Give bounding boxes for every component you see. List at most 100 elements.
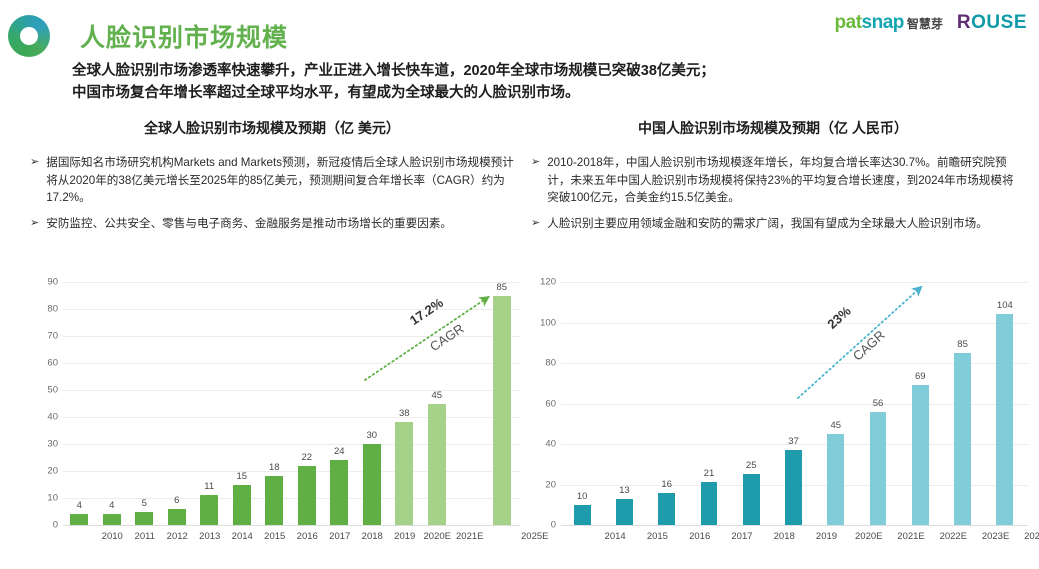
bar-value-label: 30 bbox=[366, 430, 378, 441]
x-axis-tick: 2017 bbox=[731, 531, 753, 542]
bar[interactable] bbox=[658, 492, 676, 525]
patsnap-logo-part1: pat bbox=[834, 12, 863, 33]
bar-item[interactable]: 104 bbox=[996, 282, 1014, 525]
bar[interactable] bbox=[167, 508, 186, 525]
bar-value-label: 6 bbox=[174, 494, 180, 506]
bar-value-label: 56 bbox=[872, 397, 884, 409]
bar-item[interactable]: 45 bbox=[427, 282, 446, 525]
bar[interactable] bbox=[232, 484, 251, 525]
bar-item[interactable]: 69 bbox=[911, 282, 929, 525]
bar[interactable] bbox=[102, 514, 121, 525]
lede-line-1: 全球人脸识别市场渗透率快速攀升，产业正进入增长快车道，2020年全球市场规模已突… bbox=[72, 63, 715, 79]
bar[interactable] bbox=[954, 352, 972, 525]
bar[interactable] bbox=[996, 314, 1014, 525]
bar[interactable] bbox=[573, 504, 591, 525]
gridline bbox=[561, 363, 1028, 364]
bar-item[interactable]: 38 bbox=[395, 282, 414, 525]
bar-value-label: 18 bbox=[268, 462, 280, 474]
bar-item[interactable]: 30 bbox=[362, 282, 381, 525]
bar[interactable] bbox=[742, 474, 760, 525]
gridline bbox=[63, 390, 520, 391]
panel-china-bullet-2: ➢ 人脸识别主要应用领域金融和安防的需求广阔，我国有望成为全球最大人脸识别市场。 bbox=[523, 215, 1023, 233]
bar-value-label: 69 bbox=[915, 371, 926, 383]
gridline bbox=[561, 322, 1028, 324]
bar-item[interactable]: 21 bbox=[700, 282, 718, 525]
bar-item[interactable]: 16 bbox=[658, 282, 676, 525]
x-axis-tick: 2018 bbox=[773, 531, 795, 542]
bar-value-label: 5 bbox=[141, 497, 147, 509]
bars-group: 4 4 5 6 11 15 18 22 24 30 38 45 85 bbox=[63, 282, 518, 525]
bullet-arrow-icon: ➢ bbox=[30, 216, 40, 229]
x-axis-tick: 2013 bbox=[199, 531, 221, 542]
x-axis-tick: 2019 bbox=[815, 531, 838, 542]
bar-item[interactable]: 15 bbox=[232, 282, 251, 525]
bar[interactable] bbox=[330, 460, 349, 525]
panel-global-title: 全球人脸识别市场规模及预期（亿 美元） bbox=[144, 120, 400, 136]
bar-item[interactable]: 24 bbox=[330, 282, 349, 525]
y-axis-tick: 40 bbox=[545, 438, 556, 450]
bar-item[interactable]: 22 bbox=[297, 282, 316, 525]
bar-item[interactable]: 11 bbox=[200, 282, 219, 525]
bar-item[interactable]: 13 bbox=[615, 282, 633, 525]
bullet-arrow-icon: ➢ bbox=[531, 156, 541, 168]
gridline bbox=[63, 525, 520, 526]
rouse-logo: ROUSE bbox=[957, 12, 1027, 34]
gridline bbox=[63, 444, 520, 445]
gridline bbox=[561, 444, 1028, 445]
bar-item[interactable]: 5 bbox=[135, 282, 154, 525]
bar-item[interactable]: 45 bbox=[827, 282, 845, 525]
bar[interactable] bbox=[135, 511, 154, 525]
bar[interactable] bbox=[362, 444, 381, 525]
bar-item[interactable]: 25 bbox=[742, 282, 760, 525]
bar[interactable] bbox=[827, 433, 845, 525]
y-axis-tick: 20 bbox=[47, 465, 58, 477]
bar-value-label: 45 bbox=[830, 419, 842, 431]
patsnap-logo: patsnap 智慧芽 bbox=[835, 12, 943, 34]
x-axis-tick: 2018 bbox=[361, 531, 383, 542]
bar-item[interactable]: 56 bbox=[869, 282, 887, 525]
bar-value-label: 45 bbox=[431, 389, 443, 401]
bar[interactable] bbox=[395, 422, 414, 525]
bar-item[interactable]: 18 bbox=[265, 282, 284, 525]
bar[interactable] bbox=[615, 498, 633, 525]
x-axis-tick: 2012 bbox=[166, 531, 188, 542]
bar-value-label: 4 bbox=[109, 500, 115, 512]
bar-item[interactable]: 6 bbox=[167, 282, 186, 525]
chart-china-market-size: 0 20 40 60 80 100 120 10 13 16 21 25 37 45 56 69 85 104 20… bbox=[528, 268, 1039, 563]
bar[interactable] bbox=[70, 514, 89, 525]
bar-item[interactable]: 85 bbox=[954, 282, 972, 525]
bar-value-label: 4 bbox=[76, 500, 82, 512]
y-axis-tick: 0 bbox=[52, 519, 58, 531]
bar[interactable] bbox=[297, 465, 316, 525]
panel-china: 中国人脸识别市场规模及预期（亿 人民币） ➢ 2010-2018年，中国人脸识别… bbox=[523, 118, 1023, 240]
gridline bbox=[63, 309, 520, 310]
bar[interactable] bbox=[492, 295, 511, 525]
bar-item[interactable]: 4 bbox=[70, 282, 89, 525]
patsnap-logo-cn: 智慧芽 bbox=[906, 17, 943, 31]
bar-item[interactable]: 37 bbox=[785, 282, 802, 525]
x-axis-tick: 2019 bbox=[394, 531, 416, 542]
bar[interactable] bbox=[700, 482, 718, 525]
gridline bbox=[63, 417, 520, 418]
gridline bbox=[63, 363, 520, 364]
bar[interactable] bbox=[869, 411, 887, 525]
bar-item[interactable]: 4 bbox=[102, 282, 121, 525]
panel-global-bullet-2: ➢ 安防监控、公共安全、零售与电子商务、金融服务是推动市场增长的重要因素。 bbox=[22, 215, 522, 233]
page-title: 人脸识别市场规模 bbox=[80, 24, 289, 52]
bar-item[interactable]: 85 bbox=[492, 282, 511, 525]
y-axis-tick: 40 bbox=[47, 411, 58, 423]
y-axis-tick: 80 bbox=[545, 357, 556, 369]
x-axis-tick: 2010 bbox=[101, 531, 123, 542]
bar-value-label: 85 bbox=[957, 338, 968, 350]
bar[interactable] bbox=[200, 495, 219, 525]
y-axis-tick: 100 bbox=[540, 317, 556, 328]
bar[interactable] bbox=[265, 476, 284, 525]
y-axis-tick: 30 bbox=[47, 438, 58, 450]
bar-item[interactable]: 10 bbox=[573, 282, 591, 525]
panel-global-bullet-1: ➢ 据国际知名市场研究机构Markets and Markets预测，新冠疫情后… bbox=[22, 154, 522, 207]
bar[interactable] bbox=[911, 385, 929, 525]
bar[interactable] bbox=[427, 403, 446, 525]
y-axis-tick: 50 bbox=[47, 384, 58, 396]
bar[interactable] bbox=[785, 450, 802, 525]
y-axis-tick: 120 bbox=[540, 276, 556, 288]
